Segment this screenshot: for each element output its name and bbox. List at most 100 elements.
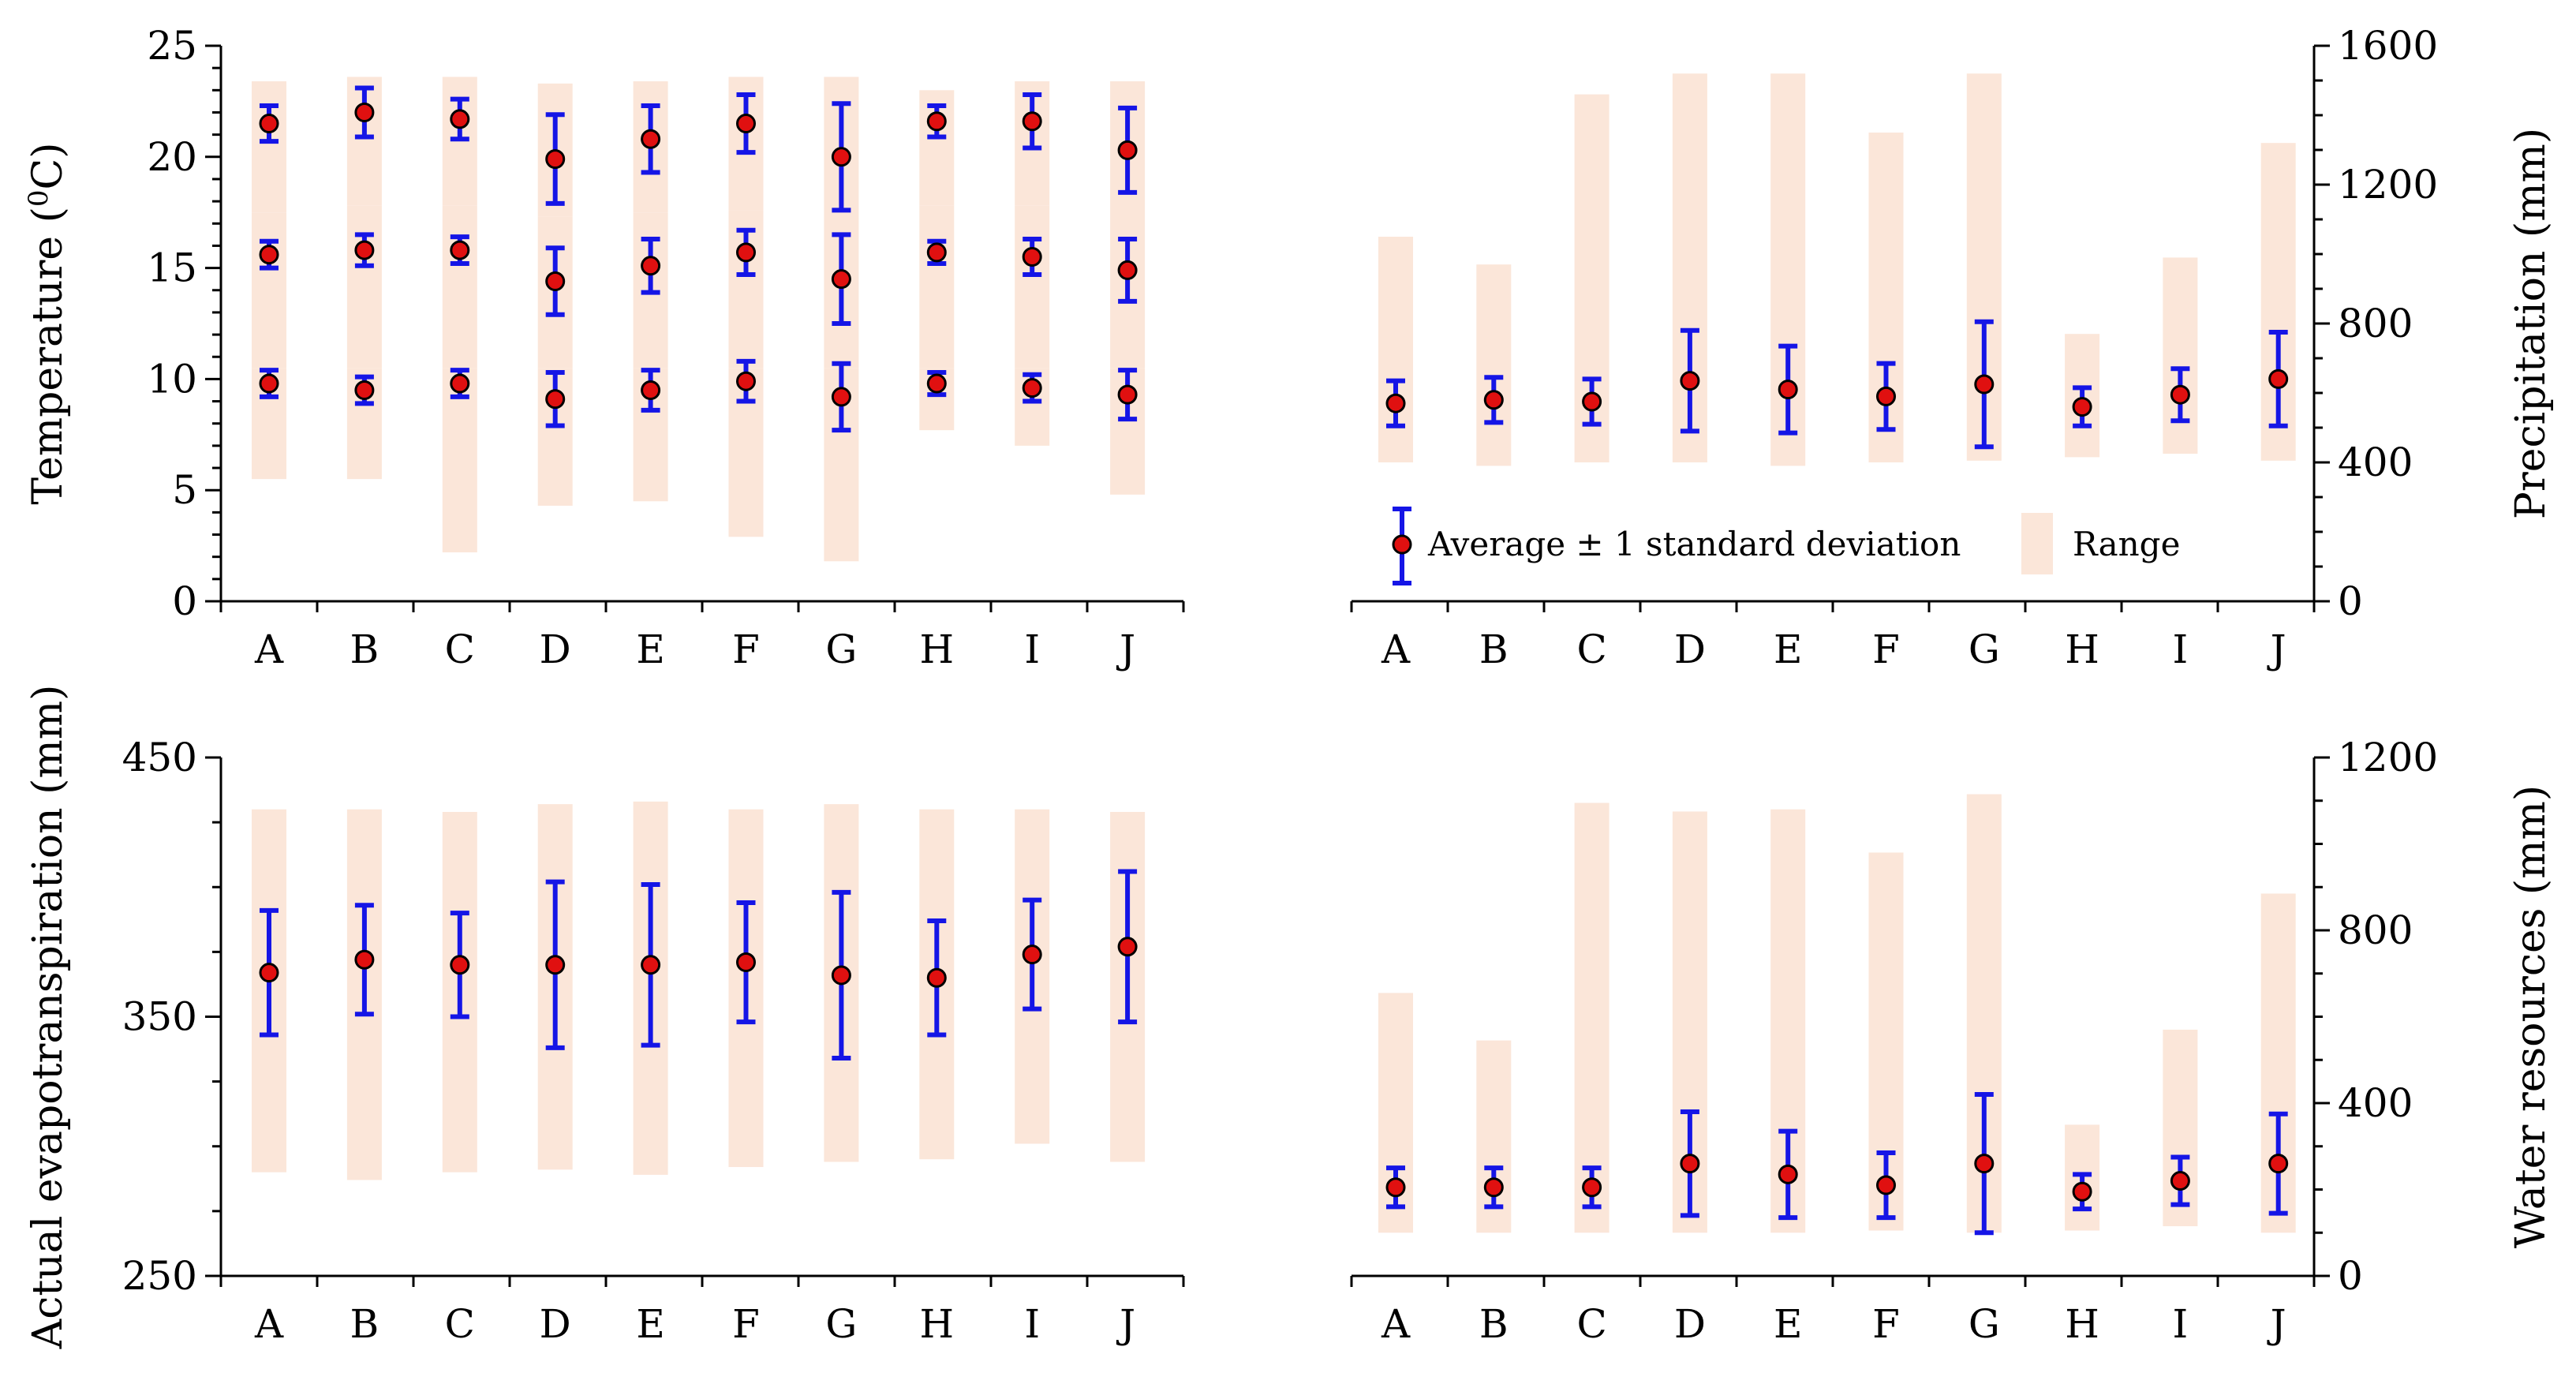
temperature-mean-marker <box>831 387 851 407</box>
temperature-mean-marker <box>450 240 470 260</box>
legend-marker <box>1392 534 1412 555</box>
precipitation-y-tick-label: 1200 <box>2338 162 2438 208</box>
evapotranspiration-mean-marker <box>926 967 947 988</box>
temperature-mean-marker <box>545 389 566 410</box>
precipitation-y-tick-label: 1600 <box>2338 23 2438 69</box>
evapotranspiration-mean-marker <box>1022 945 1042 965</box>
precipitation-x-tick-label: C <box>1576 627 1606 672</box>
temperature-x-tick-label: E <box>636 627 665 672</box>
temperature-y-tick-label: 5 <box>172 467 197 513</box>
evapotranspiration-x-tick-label: I <box>1024 1301 1040 1347</box>
temperature-x-tick-label: I <box>1024 627 1040 672</box>
temperature-x-tick-label: H <box>919 627 954 672</box>
evapotranspiration-y-tick-label: 450 <box>122 735 197 780</box>
precipitation-range-bar <box>1378 237 1413 462</box>
evapotranspiration-x-tick-label: G <box>825 1301 857 1347</box>
temperature-mean-marker <box>1022 378 1042 398</box>
precipitation-x-tick-label: H <box>2065 627 2099 672</box>
water-resources-x-tick-label: H <box>2065 1301 2099 1347</box>
temperature-mean-marker <box>736 114 756 134</box>
precipitation-y-tick-label: 400 <box>2338 440 2413 485</box>
temperature-mean-marker <box>736 371 756 391</box>
evapotranspiration-panel: A B C D E F G H I J 250 350 450 Actual evapotranspira… <box>24 685 1185 1349</box>
water-resources-range-bar <box>1574 802 1610 1233</box>
water-resources-mean-marker <box>1876 1175 1896 1195</box>
water-resources-mean-marker <box>2170 1171 2190 1191</box>
precipitation-range-bar <box>2163 257 2198 454</box>
water-resources-panel: A B C D E F G H I J 0 400 800 1200 Water resources (mm… <box>1350 735 2555 1347</box>
evapotranspiration-x-tick-label: E <box>636 1301 665 1347</box>
water-resources-y-tick-label: 0 <box>2338 1253 2363 1299</box>
evapotranspiration-mean-marker <box>450 955 470 975</box>
temperature-mean-marker <box>1117 140 1138 160</box>
temperature-range-bar <box>1015 205 1050 368</box>
temperature-mean-marker <box>354 240 375 260</box>
precipitation-mean-marker <box>2170 384 2190 405</box>
precipitation-x-tick-label: B <box>1479 627 1509 672</box>
temperature-y-axis-label-part: 0 <box>23 189 54 207</box>
precipitation-y-tick-label: 800 <box>2338 301 2413 346</box>
temperature-x-tick-label: B <box>350 627 379 672</box>
water-resources-mean-marker <box>1974 1154 1995 1174</box>
temperature-y-tick-label: 15 <box>147 245 197 291</box>
temperature-mean-marker <box>259 245 279 265</box>
evapotranspiration-mean-marker <box>1117 937 1138 957</box>
water-resources-mean-marker <box>1483 1177 1504 1198</box>
temperature-mean-marker <box>641 256 661 276</box>
water-resources-mean-marker <box>1778 1164 1798 1184</box>
temperature-mean-marker <box>1117 260 1138 280</box>
temperature-x-tick-label: A <box>254 627 284 672</box>
water-resources-x-tick-label: A <box>1381 1301 1411 1347</box>
temperature-y-axis-label-part: C) <box>24 142 72 189</box>
evapotranspiration-y-tick-label: 250 <box>122 1253 197 1299</box>
temperature-mean-marker <box>641 129 661 149</box>
temperature-mean-marker <box>354 102 375 122</box>
temperature-x-tick-label: D <box>540 627 571 672</box>
temperature-mean-marker <box>259 373 279 394</box>
precipitation-x-tick-label: J <box>2267 627 2286 672</box>
water-resources-y-axis-label: Water resources (mm) <box>2507 785 2555 1248</box>
precipitation-y-tick-label: 0 <box>2338 578 2363 624</box>
temperature-range-bar <box>442 205 477 368</box>
water-resources-y-tick-label: 800 <box>2338 907 2413 953</box>
precipitation-x-tick-label: E <box>1774 627 1803 672</box>
temperature-range-bar <box>346 205 382 368</box>
water-resources-x-tick-label: E <box>1774 1301 1803 1347</box>
temperature-mean-marker <box>450 373 470 394</box>
water-resources-mean-marker <box>2072 1181 2092 1202</box>
evapotranspiration-x-tick-label: F <box>732 1301 760 1347</box>
precipitation-mean-marker <box>2072 397 2092 417</box>
legend-range-swatch <box>2021 513 2053 574</box>
temperature-y-axis-label-part: Temperature ( <box>24 207 72 504</box>
water-resources-x-tick-label: D <box>1674 1301 1706 1347</box>
temperature-mean-marker <box>831 269 851 290</box>
evapotranspiration-mean-marker <box>641 955 661 975</box>
precipitation-panel: Average ± 1 standard deviation Range A B C… <box>1350 23 2555 672</box>
temperature-mean-marker <box>1022 247 1042 267</box>
temperature-mean-marker <box>354 380 375 400</box>
precipitation-mean-marker <box>1876 386 1896 406</box>
temperature-mean-marker <box>545 271 566 291</box>
precipitation-x-tick-label: F <box>1872 627 1900 672</box>
evapotranspiration-y-tick-label: 350 <box>122 994 197 1040</box>
water-resources-x-tick-label: G <box>1968 1301 2000 1347</box>
temperature-y-axis-label: Temperature (0C) <box>23 142 72 504</box>
water-resources-x-tick-label: C <box>1576 1301 1606 1347</box>
precipitation-range-bar <box>1476 264 1512 466</box>
temperature-range-bar <box>919 205 955 368</box>
evapotranspiration-x-tick-label: J <box>1116 1301 1135 1347</box>
water-resources-y-tick-label: 400 <box>2338 1080 2413 1126</box>
water-resources-mean-marker <box>1582 1177 1602 1198</box>
evapotranspiration-x-tick-label: A <box>254 1301 284 1347</box>
evapotranspiration-mean-marker <box>354 949 375 970</box>
precipitation-x-tick-label: I <box>2173 627 2189 672</box>
precipitation-mean-marker <box>1680 371 1700 391</box>
evapotranspiration-x-tick-label: B <box>350 1301 379 1347</box>
water-resources-x-tick-label: I <box>2173 1301 2189 1347</box>
temperature-y-tick-label: 10 <box>147 356 197 402</box>
legend-range-label: Range <box>2073 525 2180 563</box>
evapotranspiration-mean-marker <box>831 965 851 986</box>
legend: Average ± 1 standard deviation Range <box>1392 507 2180 585</box>
